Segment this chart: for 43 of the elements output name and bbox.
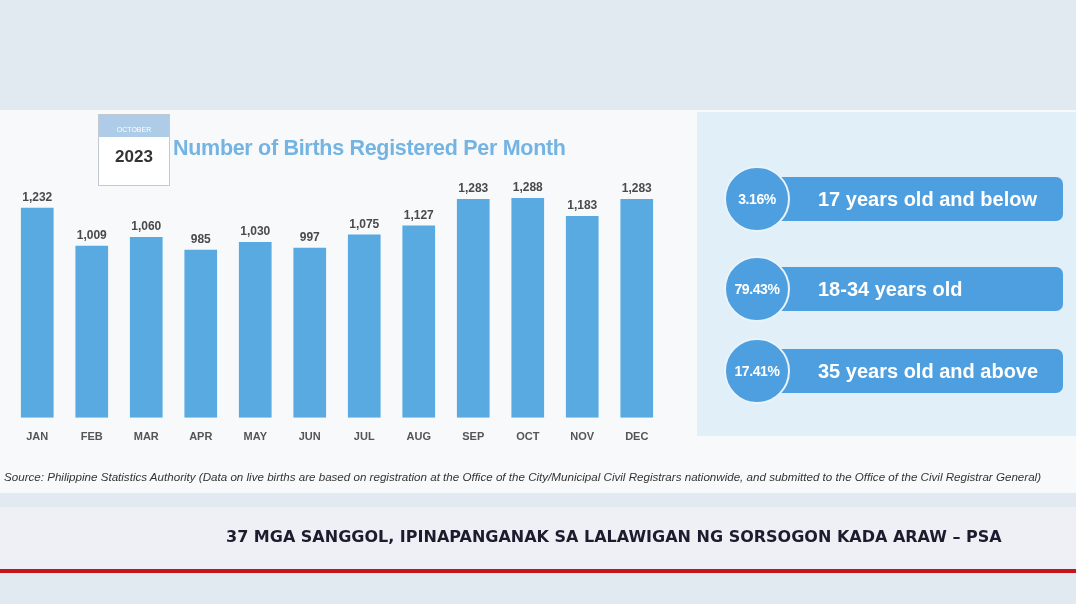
chart-title: Number of Births Registered Per Month — [173, 136, 566, 161]
bar — [75, 245, 109, 418]
x-tick-label: JUL — [353, 430, 375, 443]
bar — [620, 198, 654, 418]
data-label: 1,232 — [22, 189, 53, 204]
x-tick-label: OCT — [516, 430, 540, 443]
data-label: 997 — [299, 230, 321, 245]
data-label: 1,009 — [76, 228, 108, 243]
bar — [20, 207, 54, 418]
source-note: Source: Philippine Statistics Authority (Data on live births are based on registration at the Office of the City/Municipal Civil Registrars nationwide, and submitted to the Office of the Civil Registrar General) — [4, 470, 1042, 483]
bar — [238, 242, 272, 418]
data-label: 1,283 — [621, 181, 653, 196]
data-label: 985 — [190, 232, 212, 247]
bar — [293, 247, 327, 418]
bar — [511, 198, 545, 418]
circle-badge: 3.16% — [724, 166, 790, 232]
x-tick-label: SEP — [462, 430, 485, 443]
data-label: 1,183 — [567, 198, 598, 213]
data-label: 1,060 — [131, 219, 162, 234]
x-tick-label: JAN — [26, 430, 49, 443]
x-tick-label: DEC — [625, 430, 649, 443]
chart-subtitle: 2023 — [114, 146, 154, 168]
x-tick-label: APR — [189, 430, 213, 443]
data-label: 1,283 — [458, 181, 489, 196]
circle-badge: 17.41% — [724, 338, 790, 404]
text: 37 MGA SANGGOL, IPINAPANGANAK SA LALAWIGAN NG SORSOGON KADA ARAW – PSA — [226, 527, 1002, 546]
data-label: 1,030 — [240, 224, 271, 239]
x-tick-label: MAY — [243, 430, 268, 443]
circle-badge: 79.43% — [724, 256, 790, 322]
x-tick-label: FEB — [80, 430, 103, 443]
bar — [456, 198, 490, 418]
x-tick-label: MAR — [133, 430, 159, 443]
data-label: 1,127 — [403, 207, 435, 222]
bar — [565, 216, 599, 418]
bar — [129, 236, 163, 418]
bar — [184, 249, 218, 418]
bar — [347, 234, 381, 418]
x-tick-label: JUN — [298, 430, 321, 443]
data-label: 1,075 — [349, 216, 380, 231]
x-tick-label: AUG — [406, 430, 431, 443]
bar — [402, 225, 436, 418]
data-label: 1,288 — [512, 180, 544, 195]
x-tick-label: NOV — [570, 430, 595, 443]
